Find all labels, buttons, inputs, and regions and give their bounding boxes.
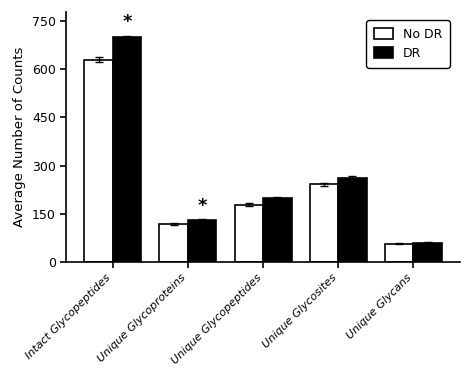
Bar [235,205,263,262]
Bar [310,184,338,262]
Bar [413,243,442,262]
Text: *: * [122,13,132,31]
Y-axis label: Average Number of Counts: Average Number of Counts [13,47,27,227]
Legend: No DR, DR: No DR, DR [366,20,450,67]
Bar [84,60,113,262]
Bar [159,224,188,262]
Bar [385,243,413,262]
Bar [263,198,292,262]
Bar [113,37,141,262]
Text: *: * [198,197,207,215]
Bar [338,178,367,262]
Bar [188,220,217,262]
